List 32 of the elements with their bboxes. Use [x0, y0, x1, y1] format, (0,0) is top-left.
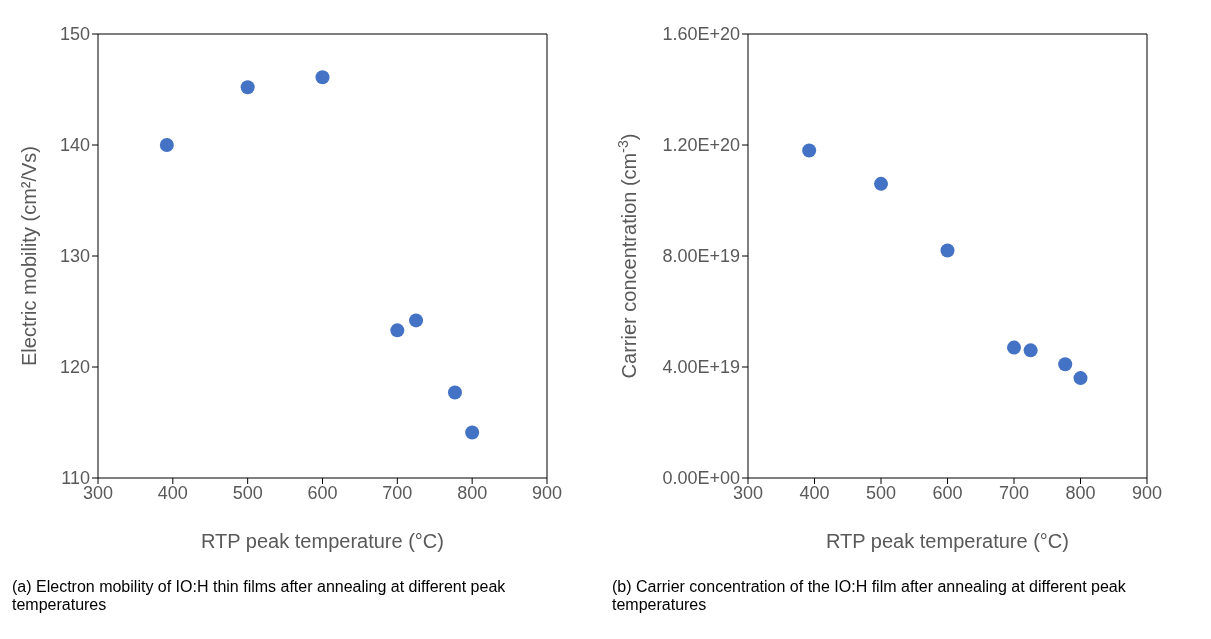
point [240, 80, 255, 95]
x-tick-label: 600 [307, 482, 338, 503]
y-tick-label: 140 [59, 135, 90, 156]
y-tick-label: 1.20E+20 [662, 135, 740, 156]
y-tick-label: 120 [59, 357, 90, 378]
x-tick-label: 500 [865, 482, 897, 503]
y-tick-label: 130 [59, 246, 90, 267]
x-tick-label: 900 [1131, 482, 1163, 503]
x-tick-label: 400 [799, 482, 830, 503]
point [465, 425, 480, 440]
x-tick-label: 600 [932, 482, 963, 503]
x-tick-label: 400 [157, 482, 188, 503]
point [390, 323, 405, 338]
x-tick-label: 800 [1065, 482, 1096, 503]
y-tick-label: 4.00E+19 [662, 357, 740, 378]
x-tick-label: 500 [232, 482, 263, 503]
x-tick-label: 700 [382, 482, 413, 503]
point [315, 70, 330, 85]
text: (a) Electron mobility of IO:H thin films after annealing at different peak temperatures [11, 577, 507, 614]
x-axis-title: RTP peak temperature (°C) [201, 530, 444, 552]
x-tick-label: 800 [457, 482, 488, 503]
x-tick-label: 900 [531, 482, 563, 503]
x-tick-label: 700 [998, 482, 1030, 503]
text: (b) Carrier concentration of the IO:H film after annealing at different peak temperatures [611, 577, 1127, 614]
y-tick-label: 150 [59, 24, 90, 45]
point [447, 385, 462, 400]
y-tick-label: 8.00E+19 [662, 246, 740, 267]
point [159, 138, 174, 152]
point [409, 313, 424, 328]
x-axis-title: RTP peak temperature (°C) [826, 530, 1069, 552]
y-tick-label: 1.60E+20 [662, 24, 740, 45]
y-axis-title: Electric mobility (cm²/Vs) [18, 145, 40, 367]
